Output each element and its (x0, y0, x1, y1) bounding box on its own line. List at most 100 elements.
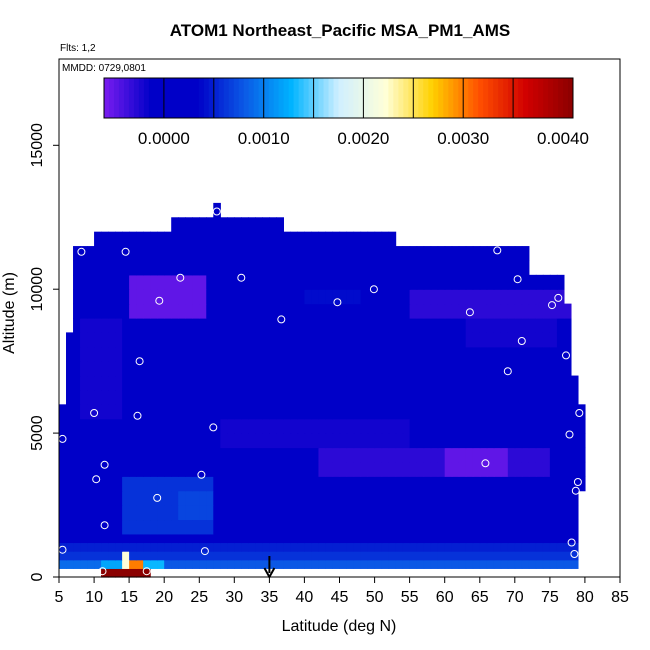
heatmap-cell (388, 231, 397, 247)
heatmap-cell (514, 303, 523, 319)
heatmap-cell (269, 551, 277, 561)
heatmap-cell (493, 318, 502, 333)
heatmap-cell (297, 332, 306, 348)
heatmap-cell (185, 551, 193, 561)
colorbar-swatch (413, 78, 419, 118)
heatmap-cell (381, 433, 390, 449)
heatmap-cell (192, 542, 200, 552)
heatmap-cell (94, 231, 102, 247)
heatmap-cell (115, 375, 123, 391)
heatmap-cell (332, 559, 341, 569)
heatmap-cell (178, 505, 186, 521)
heatmap-cell (297, 318, 306, 333)
heatmap-cell (129, 533, 137, 544)
marker-head (263, 567, 276, 580)
heatmap-cell (346, 231, 355, 247)
heatmap-cell (451, 559, 460, 569)
heatmap-cell (262, 274, 270, 290)
heatmap-cell (346, 389, 355, 405)
heatmap-cell (325, 375, 334, 391)
heatmap-cell (290, 274, 299, 290)
heatmap-cell (325, 246, 334, 262)
heatmap-cell (255, 389, 263, 405)
heatmap-cell (157, 551, 165, 561)
heatmap-cell (178, 332, 186, 348)
heatmap-cell (367, 260, 376, 276)
heatmap-cell (80, 447, 88, 463)
heatmap-cell (178, 533, 186, 544)
heatmap-cell (276, 289, 284, 305)
sample-point (237, 273, 246, 282)
heatmap-cell (339, 447, 348, 463)
heatmap-cell (346, 533, 355, 544)
heatmap-cell (325, 461, 334, 477)
heatmap-cell (66, 490, 74, 506)
heatmap-cell (290, 447, 299, 463)
heatmap-cell (339, 332, 348, 348)
heatmap-cell (304, 519, 313, 535)
heatmap-cell (262, 217, 270, 233)
heatmap-cell (234, 289, 242, 305)
heatmap-cell (479, 389, 488, 405)
y-axis-label: Altitude (m) (1, 272, 18, 354)
heatmap-cell (549, 303, 558, 319)
heatmap-cell (402, 361, 411, 377)
heatmap-cell (472, 447, 481, 463)
heatmap-cell (430, 533, 439, 544)
heatmap-cell (248, 551, 256, 561)
heatmap-cell (423, 318, 432, 333)
colorbar-swatch (138, 78, 145, 118)
heatmap-cell (409, 318, 418, 333)
heatmap-cell (472, 375, 481, 391)
heatmap-cell (556, 505, 565, 521)
heatmap-cell (409, 346, 418, 362)
heatmap-cell (234, 542, 242, 552)
heatmap-cell (241, 361, 249, 377)
heatmap-cell (542, 303, 551, 319)
heatmap-cell (262, 519, 270, 535)
heatmap-cell (136, 490, 144, 506)
heatmap-cell (367, 274, 376, 290)
heatmap-cell (157, 533, 165, 544)
heatmap-cell (241, 519, 249, 535)
heatmap-cell (339, 231, 348, 247)
heatmap-cell (465, 375, 474, 391)
heatmap-cell (535, 542, 544, 552)
heatmap-cell (549, 289, 558, 305)
heatmap-cell (318, 559, 327, 569)
heatmap-cell (514, 404, 523, 420)
heatmap-cell (171, 231, 179, 247)
heatmap-cell (262, 246, 270, 262)
colorbar-swatch (353, 78, 359, 118)
heatmap-cell (500, 447, 509, 463)
sample-point (90, 409, 99, 417)
heatmap-cell (507, 461, 516, 477)
heatmap-cell (444, 542, 453, 552)
heatmap-cell (570, 519, 579, 535)
heatmap-cell (66, 389, 74, 405)
heatmap-cell (500, 346, 509, 362)
heatmap-cell (374, 231, 383, 247)
heatmap-cell (297, 260, 306, 276)
heatmap-cell (234, 461, 242, 477)
heatmap-cell (220, 289, 228, 305)
heatmap-cell (521, 505, 530, 521)
heatmap-cell (465, 476, 474, 492)
heatmap-cell (248, 318, 256, 333)
heatmap-cell (157, 461, 165, 477)
heatmap-cell (563, 461, 572, 477)
heatmap-cell (136, 303, 144, 319)
heatmap-cell (192, 533, 200, 544)
heatmap-cell (192, 274, 200, 290)
heatmap-cell (325, 447, 334, 463)
heatmap-cell (283, 260, 292, 276)
heatmap-cell (143, 303, 151, 319)
heatmap-cell (108, 542, 116, 552)
heatmap-cell (122, 231, 130, 247)
heatmap-cell (423, 559, 432, 569)
heatmap-cell (101, 418, 109, 434)
heatmap-cell (437, 303, 446, 319)
heatmap-cell (290, 519, 299, 535)
heatmap-cell (150, 559, 158, 569)
heatmap-cell (66, 361, 74, 377)
